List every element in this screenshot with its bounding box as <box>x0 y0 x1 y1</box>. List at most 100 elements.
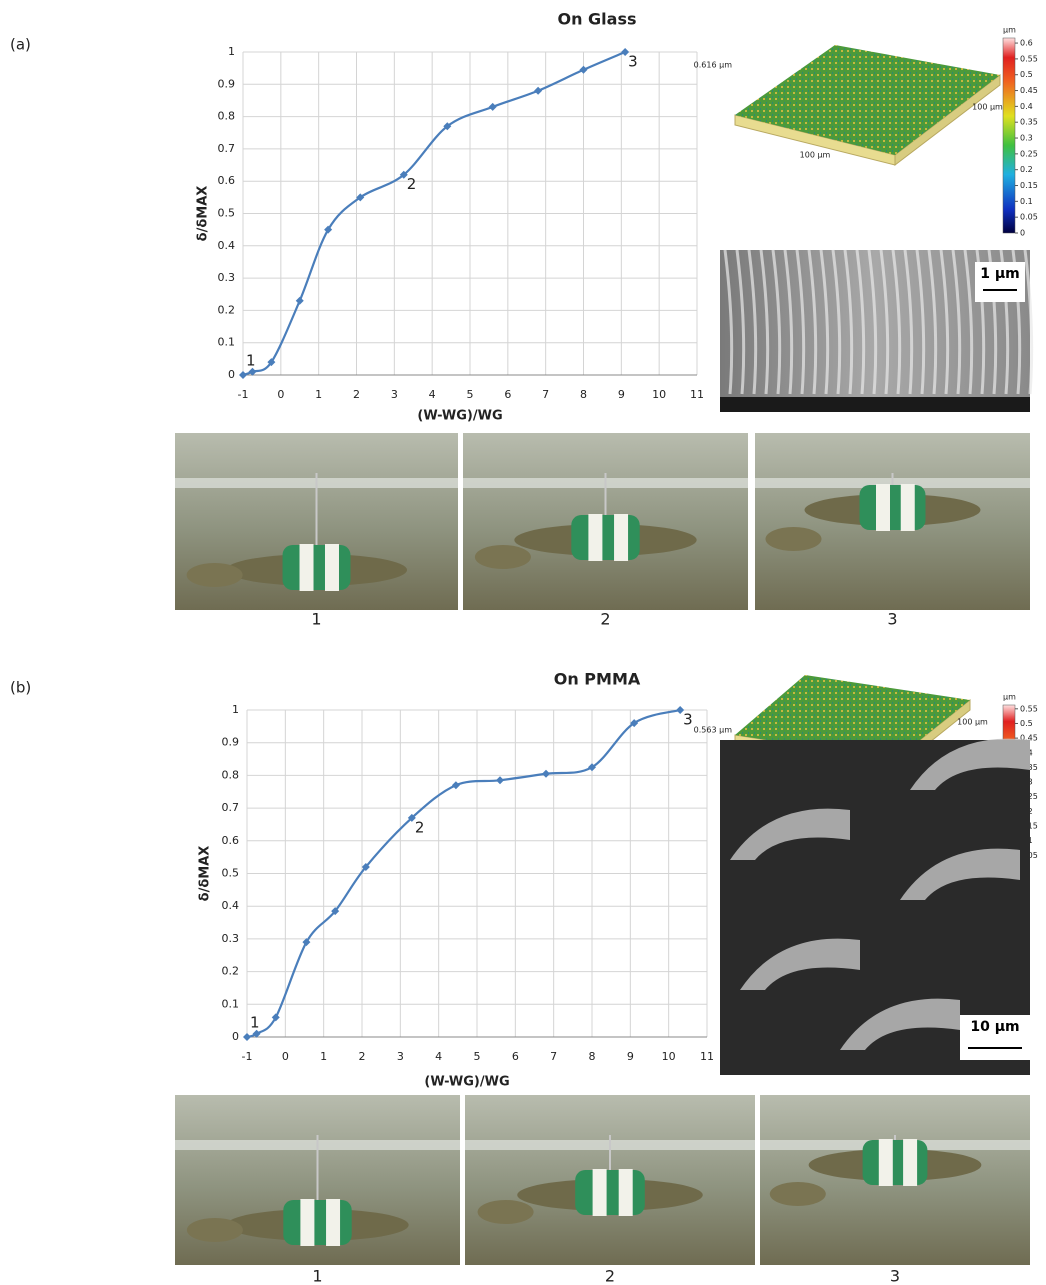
y-tick-label: 0.6 <box>222 834 240 847</box>
x-tick-label: 3 <box>397 1050 404 1063</box>
x-tick-label: 11 <box>690 388 704 401</box>
x-axis-label: (W-WG)/WG <box>424 1075 509 1090</box>
annotation: 1 <box>250 1014 260 1032</box>
photo-label: 2 <box>605 1267 615 1285</box>
x-tick-label: 7 <box>550 1050 557 1063</box>
colorbar-label: 0.1 <box>1020 197 1033 206</box>
photo-label: 2 <box>600 610 610 629</box>
x-tick-label: -1 <box>242 1050 253 1063</box>
x-axis-label: (W-WG)/WG <box>417 409 502 424</box>
y-tick-label: 0.9 <box>222 736 240 749</box>
colorbar-label: 0.05 <box>1020 213 1038 222</box>
y-tick-label: 0.3 <box>218 271 236 284</box>
x-tick-label: 2 <box>353 388 360 401</box>
sem-scale-label: 1 µm <box>980 266 1020 282</box>
gecko-head <box>475 545 531 569</box>
topo-width: 100 µm <box>972 103 1003 112</box>
panel-label: (a) <box>10 36 31 54</box>
gecko-head <box>770 1182 826 1206</box>
y-tick-label: 0.8 <box>222 768 240 781</box>
y-tick-label: 0.2 <box>222 965 240 978</box>
harness-band <box>588 514 602 561</box>
x-tick-label: -1 <box>238 388 249 401</box>
colorbar-label: 0.3 <box>1020 134 1033 143</box>
harness <box>860 485 926 530</box>
harness-band <box>300 544 314 591</box>
data-point <box>496 776 504 784</box>
harness <box>283 1200 351 1245</box>
x-tick-label: 10 <box>662 1050 676 1063</box>
annotation: 3 <box>683 711 693 729</box>
y-tick-label: 0.5 <box>222 867 240 880</box>
gecko-head <box>478 1200 534 1224</box>
x-tick-label: 0 <box>282 1050 289 1063</box>
y-tick-label: 0.9 <box>218 77 236 90</box>
topo-width: 100 µm <box>957 718 988 727</box>
data-point <box>452 781 460 789</box>
x-tick-label: 6 <box>512 1050 519 1063</box>
y-tick-label: 0.5 <box>218 207 236 220</box>
colorbar-label: 0.2 <box>1020 165 1033 174</box>
sem-base <box>720 397 1030 412</box>
y-tick-label: 0.6 <box>218 174 236 187</box>
figure: On Glass-10123456789101100.10.20.30.40.5… <box>0 0 1046 1285</box>
harness-band <box>300 1199 314 1246</box>
colorbar-label: 0.4 <box>1020 102 1033 111</box>
y-tick-label: 0.7 <box>222 801 240 814</box>
sem-scale-label: 10 µm <box>970 1019 1019 1035</box>
y-tick-label: 0.1 <box>218 336 236 349</box>
annotation: 1 <box>246 352 256 370</box>
x-tick-label: 10 <box>652 388 666 401</box>
y-tick-label: 0.1 <box>222 997 240 1010</box>
x-tick-label: 6 <box>504 388 511 401</box>
y-axis-label: δ/δMAX <box>198 846 213 902</box>
data-point <box>296 297 304 305</box>
harness <box>283 545 351 590</box>
harness-band <box>619 1169 633 1216</box>
x-tick-label: 8 <box>580 388 587 401</box>
panel-label: (b) <box>10 679 31 697</box>
gecko-head <box>187 563 243 587</box>
x-tick-label: 5 <box>467 388 474 401</box>
y-tick-label: 1 <box>232 703 239 716</box>
harness-band <box>903 1139 917 1186</box>
data-point <box>489 103 497 111</box>
data-point <box>580 66 588 74</box>
harness-band <box>593 1169 607 1216</box>
chart-title: On PMMA <box>554 670 641 689</box>
annotation: 3 <box>628 53 638 71</box>
topo-height: 0.616 µm <box>694 61 733 70</box>
colorbar-label: 0.5 <box>1020 719 1033 728</box>
harness <box>863 1140 928 1185</box>
x-tick-label: 2 <box>359 1050 366 1063</box>
harness <box>571 515 639 560</box>
x-tick-label: 8 <box>589 1050 596 1063</box>
topo-width: 100 µm <box>800 151 831 160</box>
data-point <box>534 87 542 95</box>
colorbar-label: 0.6 <box>1020 39 1033 48</box>
data-point <box>239 371 247 379</box>
photo-label: 3 <box>890 1267 900 1285</box>
x-tick-label: 5 <box>474 1050 481 1063</box>
chart-title: On Glass <box>557 10 636 29</box>
x-tick-label: 1 <box>315 388 322 401</box>
data-point <box>542 770 550 778</box>
gecko-head <box>766 527 822 551</box>
harness-band <box>879 1139 893 1186</box>
annotation: 2 <box>407 175 417 193</box>
x-tick-label: 1 <box>320 1050 327 1063</box>
colorbar-unit: µm <box>1003 693 1016 702</box>
x-tick-label: 4 <box>435 1050 442 1063</box>
x-tick-label: 9 <box>618 388 625 401</box>
x-tick-label: 0 <box>277 388 284 401</box>
harness-band <box>325 544 339 591</box>
colorbar-unit: µm <box>1003 26 1016 35</box>
gecko-head <box>187 1218 243 1242</box>
harness <box>575 1170 645 1215</box>
colorbar-label: 0.55 <box>1020 54 1038 63</box>
page: {"chart_data": [ {"type": "line", "title… <box>0 0 1046 1285</box>
photo-label: 1 <box>311 610 321 629</box>
y-tick-label: 1 <box>228 45 235 58</box>
y-tick-label: 0 <box>232 1030 239 1043</box>
y-tick-label: 0 <box>228 368 235 381</box>
